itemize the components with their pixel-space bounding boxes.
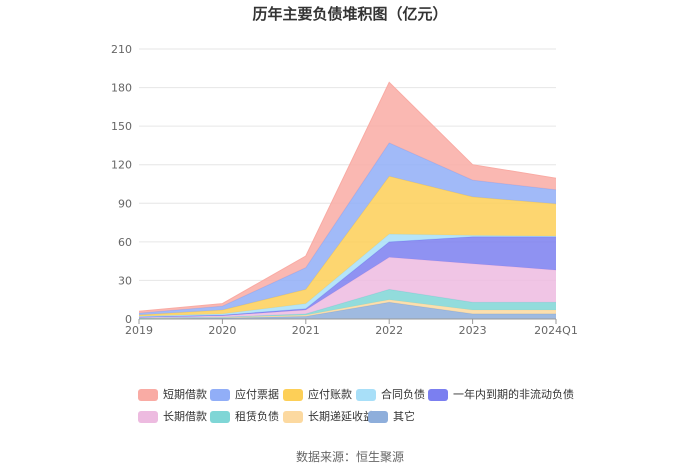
y-tick-label: 0 bbox=[125, 313, 132, 326]
legend-swatch bbox=[283, 389, 303, 401]
legend-swatch bbox=[210, 389, 230, 401]
series-line bbox=[138, 175, 557, 316]
series-area bbox=[139, 236, 556, 318]
series-area bbox=[139, 257, 556, 318]
series-area bbox=[139, 82, 556, 314]
legend-label: 其它 bbox=[393, 410, 415, 423]
legend-swatch bbox=[356, 389, 376, 401]
x-tick-label: 2020 bbox=[208, 324, 236, 337]
y-tick-label: 150 bbox=[111, 120, 132, 133]
legend-swatch bbox=[138, 389, 158, 401]
x-tick-label: 2023 bbox=[459, 324, 487, 337]
legend-item-deferred-income[interactable]: 长期递延收益 bbox=[283, 410, 374, 424]
legend-swatch bbox=[210, 411, 230, 423]
chart-title: 历年主要负债堆积图（亿元） bbox=[252, 5, 448, 23]
series-area bbox=[139, 289, 556, 318]
axes: 0 30 60 90 120 150 180 210 2019 2020 2021 2022 2023 2… bbox=[111, 43, 578, 337]
y-tick-label: 180 bbox=[111, 82, 132, 95]
legend-swatch bbox=[283, 411, 303, 423]
legend-label: 租赁负债 bbox=[235, 410, 279, 423]
legend-label: 应付账款 bbox=[308, 388, 352, 401]
legend-item-notes-payable[interactable]: 应付票据 bbox=[210, 388, 279, 402]
series-line bbox=[138, 81, 557, 312]
legend-item-short-term-loans[interactable]: 短期借款 bbox=[138, 388, 207, 402]
data-source: 数据来源：恒生聚源 bbox=[295, 450, 404, 464]
y-tick-label: 60 bbox=[118, 236, 132, 249]
series-area bbox=[139, 302, 556, 319]
legend-item-contract-liabilities[interactable]: 合同负债 bbox=[356, 388, 425, 402]
x-tick-label: 2024Q1 bbox=[534, 324, 578, 337]
legend-label: 短期借款 bbox=[163, 388, 207, 401]
legend-item-other[interactable]: 其它 bbox=[368, 410, 415, 424]
legend-label: 应付票据 bbox=[235, 388, 279, 401]
legend-swatch bbox=[368, 411, 388, 423]
legend-label: 合同负债 bbox=[381, 388, 425, 401]
y-tick-label: 120 bbox=[111, 159, 132, 172]
series-area bbox=[139, 299, 556, 319]
legend-label: 长期递延收益 bbox=[308, 410, 374, 423]
legend-item-current-portion-noncurrent[interactable]: 一年内到期的非流动负债 bbox=[428, 388, 574, 402]
series-areas bbox=[138, 81, 557, 319]
x-tick-label: 2019 bbox=[125, 324, 153, 337]
legend-swatch bbox=[138, 411, 158, 423]
legend-item-long-term-loans[interactable]: 长期借款 bbox=[138, 410, 207, 424]
x-tick-label: 2022 bbox=[375, 324, 403, 337]
series-area bbox=[139, 176, 556, 317]
y-tick-label: 210 bbox=[111, 43, 132, 56]
legend-item-accounts-payable[interactable]: 应付账款 bbox=[283, 388, 352, 402]
legend-item-lease-liabilities[interactable]: 租赁负债 bbox=[210, 410, 279, 424]
legend-label: 长期借款 bbox=[163, 410, 207, 423]
y-tick-label: 90 bbox=[118, 197, 132, 210]
series-area bbox=[139, 142, 556, 315]
legend-label: 一年内到期的非流动负债 bbox=[453, 388, 574, 401]
legend-swatch bbox=[428, 389, 448, 401]
x-tick-label: 2021 bbox=[292, 324, 320, 337]
y-tick-label: 30 bbox=[118, 274, 132, 287]
